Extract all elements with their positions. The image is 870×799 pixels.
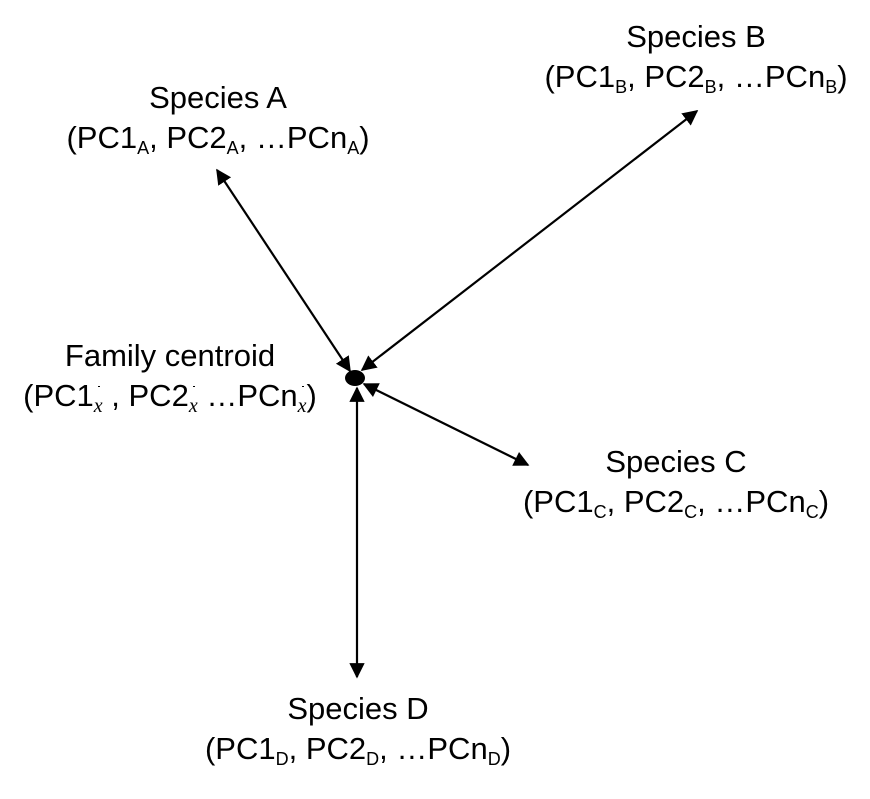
species-c-label: Species C (PC1C, PC2C, …PCnC) bbox=[506, 442, 846, 522]
species-d-label: Species D (PC1D, PC2D, …PCnD) bbox=[188, 689, 528, 769]
species-a-coordinates: (PC1A, PC2A, …PCnA) bbox=[66, 120, 370, 158]
species-d-name: Species D bbox=[287, 691, 429, 726]
species-a-name: Species A bbox=[149, 80, 287, 115]
centroid-label: Family centroid (PC1x , PC2x …PCnx) bbox=[0, 336, 340, 416]
species-d-coordinates: (PC1D, PC2D, …PCnD) bbox=[204, 731, 512, 769]
species-c-name: Species C bbox=[605, 444, 747, 479]
species-b-coordinates: (PC1B, PC2B, …PCnB) bbox=[544, 59, 848, 97]
arrow-centroid-species-b bbox=[360, 110, 699, 371]
species-a-label: Species A (PC1A, PC2A, …PCnA) bbox=[48, 78, 388, 158]
arrow-centroid-species-a bbox=[216, 168, 351, 373]
arrow-centroid-species-c bbox=[362, 383, 530, 466]
centroid-name: Family centroid bbox=[64, 338, 276, 373]
species-b-name: Species B bbox=[626, 19, 766, 54]
centroid-dot bbox=[345, 370, 365, 386]
species-b-label: Species B (PC1B, PC2B, …PCnB) bbox=[526, 17, 866, 97]
species-c-coordinates: (PC1C, PC2C, …PCnC) bbox=[522, 484, 830, 522]
centroid-coordinates: (PC1x , PC2x …PCnx) bbox=[23, 378, 317, 417]
